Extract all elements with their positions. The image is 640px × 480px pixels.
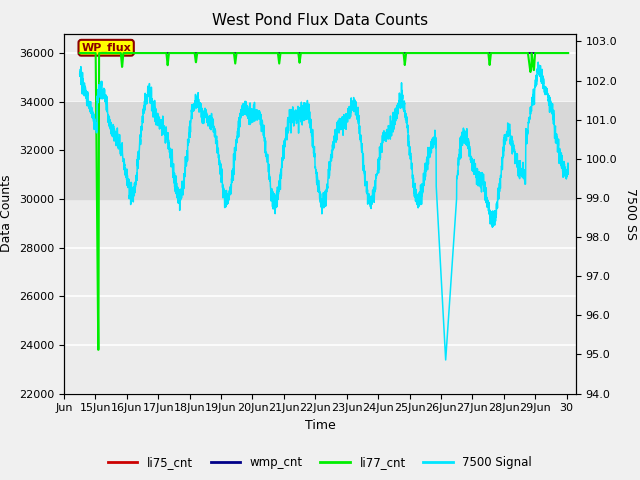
Y-axis label: 7500 SS: 7500 SS	[624, 188, 637, 240]
X-axis label: Time: Time	[305, 419, 335, 432]
Title: West Pond Flux Data Counts: West Pond Flux Data Counts	[212, 13, 428, 28]
Text: WP_flux: WP_flux	[81, 43, 131, 53]
Y-axis label: Data Counts: Data Counts	[1, 175, 13, 252]
Bar	[64, 102, 576, 199]
Legend: li75_cnt, wmp_cnt, li77_cnt, 7500 Signal: li75_cnt, wmp_cnt, li77_cnt, 7500 Signal	[103, 452, 537, 474]
